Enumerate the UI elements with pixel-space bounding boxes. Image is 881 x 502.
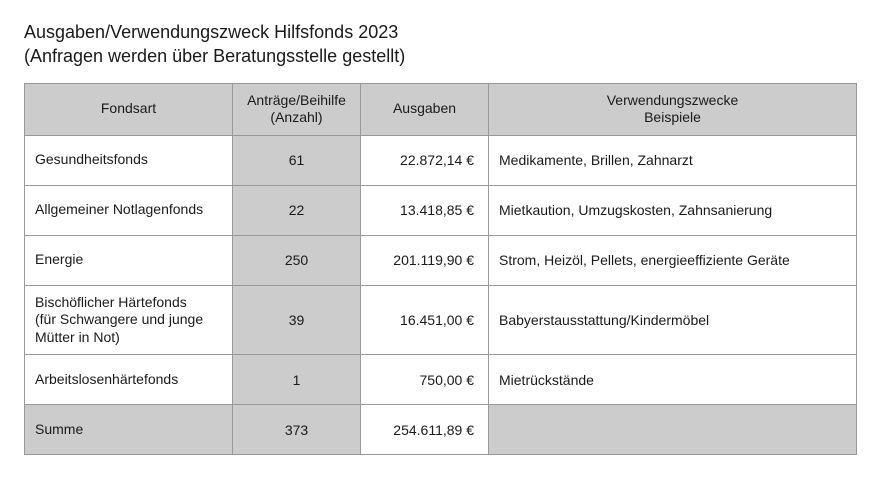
cell-fund: Energie [25,235,233,285]
col-header-amount: Ausgaben [361,83,489,135]
cell-count: 1 [233,355,361,405]
cell-sum-amount: 254.611,89 € [361,405,489,455]
cell-fund: Allgemeiner Notlagenfonds [25,185,233,235]
cell-fund: Arbeitslosenhärtefonds [25,355,233,405]
cell-fund: Gesundheitsfonds [25,135,233,185]
col-header-fund: Fondsart [25,83,233,135]
title-line-2: (Anfragen werden über Beratungsstelle ge… [24,46,405,66]
cell-examples: Strom, Heizöl, Pellets, energieeffizient… [489,235,857,285]
cell-count: 22 [233,185,361,235]
cell-sum-label: Summe [25,405,233,455]
cell-examples: Mietkaution, Umzugskosten, Zahnsanierung [489,185,857,235]
funds-table: Fondsart Anträge/Beihilfe(Anzahl) Ausgab… [24,83,857,456]
cell-amount: 13.418,85 € [361,185,489,235]
cell-amount: 201.119,90 € [361,235,489,285]
cell-sum-examples [489,405,857,455]
cell-amount: 750,00 € [361,355,489,405]
table-row: Bischöflicher Härtefonds(für Schwangere … [25,285,857,355]
cell-examples: Medikamente, Brillen, Zahnarzt [489,135,857,185]
table-row: Energie 250 201.119,90 € Strom, Heizöl, … [25,235,857,285]
col-header-count: Anträge/Beihilfe(Anzahl) [233,83,361,135]
table-row: Allgemeiner Notlagenfonds 22 13.418,85 €… [25,185,857,235]
cell-amount: 22.872,14 € [361,135,489,185]
table-row: Gesundheitsfonds 61 22.872,14 € Medikame… [25,135,857,185]
cell-examples: Babyerstausstattung/Kindermöbel [489,285,857,355]
page-title: Ausgaben/Verwendungszweck Hilfsfonds 202… [24,20,857,69]
cell-examples: Mietrückstände [489,355,857,405]
table-sum-row: Summe 373 254.611,89 € [25,405,857,455]
table-row: Arbeitslosenhärtefonds 1 750,00 € Mietrü… [25,355,857,405]
cell-count: 250 [233,235,361,285]
table-header-row: Fondsart Anträge/Beihilfe(Anzahl) Ausgab… [25,83,857,135]
cell-count: 39 [233,285,361,355]
cell-count: 61 [233,135,361,185]
title-line-1: Ausgaben/Verwendungszweck Hilfsfonds 202… [24,22,398,42]
col-header-examples: VerwendungszweckeBeispiele [489,83,857,135]
cell-amount: 16.451,00 € [361,285,489,355]
cell-sum-count: 373 [233,405,361,455]
cell-fund: Bischöflicher Härtefonds(für Schwangere … [25,285,233,355]
